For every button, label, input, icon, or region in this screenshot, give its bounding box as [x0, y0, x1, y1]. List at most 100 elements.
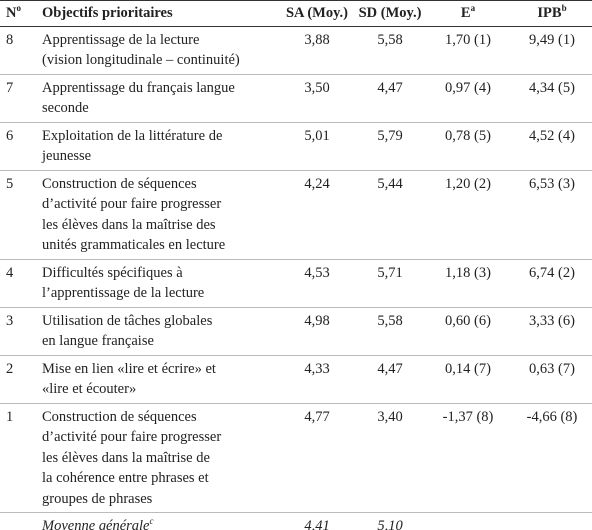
- objective-line: Construction de séquences: [42, 175, 197, 192]
- e-cell: 0,60 (6): [424, 307, 512, 356]
- objective-cell: Apprentissage de la lecture (vision longi…: [36, 26, 278, 75]
- objective-cell: Utilisation de tâches globales en langue …: [36, 307, 278, 356]
- e-cell: 0,78 (5): [424, 122, 512, 171]
- footnote-mark: b: [561, 3, 567, 14]
- sa-cell: 3,88: [278, 26, 356, 75]
- table-row: 3 Utilisation de tâches globales en langue…: [0, 307, 592, 356]
- footnote-mark: o: [16, 3, 21, 14]
- ipb-cell: 4,52 (4): [512, 122, 592, 171]
- sd-cell: 4,47: [356, 74, 424, 123]
- objective-cell: Mise en lien «lire et écrire» et «lire et…: [36, 355, 278, 404]
- table-row: 1 Construction de séquences d’activité pou…: [0, 403, 592, 513]
- table-row: 2 Mise en lien «lire et écrire» et «lire e…: [0, 355, 592, 404]
- number-cell: 4: [0, 259, 36, 308]
- objective-cell: Construction de séquences d’activité pour…: [36, 403, 278, 513]
- empty-cell: [424, 512, 512, 530]
- sa-cell: 4,53: [278, 259, 356, 308]
- number-cell: 3: [0, 307, 36, 356]
- footer-row: Moyenne généralec 4,41 5,10: [0, 512, 592, 530]
- objective-line: Difficultés spécifiques à: [42, 264, 183, 281]
- ipb-cell: 9,49 (1): [512, 26, 592, 75]
- objective-line: les élèves dans la maîtrise des: [42, 216, 216, 233]
- number-cell: 6: [0, 122, 36, 171]
- objective-line: en langue française: [42, 333, 154, 349]
- ipb-cell: 4,34 (5): [512, 74, 592, 123]
- e-cell: 1,70 (1): [424, 26, 512, 75]
- header-text: E: [460, 5, 471, 21]
- header-cell: Ea: [424, 0, 512, 27]
- objective-line: Construction de séquences: [42, 408, 197, 425]
- objective-line: d’activité pour faire progresser: [42, 196, 222, 212]
- sa-cell: 3,50: [278, 74, 356, 123]
- e-cell: -1,37 (8): [424, 403, 512, 513]
- objective-cell: Apprentissage du français langue seconde: [36, 74, 278, 123]
- header-text: IPB: [537, 5, 562, 21]
- objective-line: groupes de phrases: [42, 490, 153, 507]
- ipb-cell: 3,33 (6): [512, 307, 592, 356]
- sd-cell: 3,40: [356, 403, 424, 513]
- table-row: 6 Exploitation de la littérature de jeunes…: [0, 122, 592, 171]
- header-cell: SD (Moy.): [356, 0, 424, 27]
- objective-line: l’apprentissage de la lecture: [42, 285, 205, 301]
- e-cell: 1,18 (3): [424, 259, 512, 308]
- number-cell: 5: [0, 170, 36, 260]
- ipb-cell: 0,63 (7): [512, 355, 592, 404]
- sd-cell: 5,79: [356, 122, 424, 171]
- objective-line: «lire et écouter»: [42, 381, 137, 397]
- sa-cell: 4,24: [278, 170, 356, 260]
- objective-line: seconde: [42, 100, 89, 116]
- footer-text: Moyenne générale: [42, 518, 150, 530]
- number-cell: 1: [0, 403, 36, 513]
- header-cell: No: [0, 0, 36, 27]
- table-row: 4 Difficultés spécifiques à l’apprentissag…: [0, 259, 592, 308]
- objective-line: Apprentissage de la lecture: [42, 31, 200, 48]
- objective-line: Exploitation de la littérature de: [42, 127, 223, 144]
- header-cell: Objectifs prioritaires: [36, 0, 278, 27]
- sd-cell: 5,44: [356, 170, 424, 260]
- objective-line: jeunesse: [42, 148, 92, 164]
- empty-cell: [512, 512, 592, 530]
- sa-cell: 4,77: [278, 403, 356, 513]
- number-cell: 8: [0, 26, 36, 75]
- sd-cell: 5,71: [356, 259, 424, 308]
- table-row: 5 Construction de séquences d’activité pou…: [0, 170, 592, 260]
- objective-line: (vision longitudinale – continuité): [42, 52, 240, 68]
- header-row: No Objectifs prioritaires SA (Moy.) SD (…: [0, 0, 592, 27]
- sa-cell: 5,01: [278, 122, 356, 171]
- objective-cell: Difficultés spécifiques à l’apprentissage…: [36, 259, 278, 308]
- objective-line: d’activité pour faire progresser: [42, 429, 222, 445]
- objective-line: Mise en lien «lire et écrire» et: [42, 360, 216, 377]
- objective-cell: Construction de séquences d’activité pour…: [36, 170, 278, 260]
- objective-line: Apprentissage du français langue: [42, 79, 235, 96]
- ipb-cell: -4,66 (8): [512, 403, 592, 513]
- header-cell: SA (Moy.): [278, 0, 356, 27]
- table-row: 8 Apprentissage de la lecture (vision long…: [0, 26, 592, 75]
- e-cell: 1,20 (2): [424, 170, 512, 260]
- objective-line: Utilisation de tâches globales: [42, 312, 213, 329]
- header-text: N: [6, 5, 17, 21]
- ipb-cell: 6,74 (2): [512, 259, 592, 308]
- sa-cell: 4,98: [278, 307, 356, 356]
- sd-cell: 5,58: [356, 26, 424, 75]
- footnote-mark: c: [149, 516, 154, 527]
- sa-cell: 4,41: [278, 512, 356, 530]
- sa-cell: 4,33: [278, 355, 356, 404]
- objective-line: unités grammaticales en lecture: [42, 237, 226, 253]
- objective-cell: Exploitation de la littérature de jeuness…: [36, 122, 278, 171]
- sd-cell: 4,47: [356, 355, 424, 404]
- sd-cell: 5,58: [356, 307, 424, 356]
- table-row: 7 Apprentissage du français langue seconde…: [0, 74, 592, 123]
- footer-label: Moyenne généralec: [36, 512, 278, 530]
- number-cell: 2: [0, 355, 36, 404]
- footnote-mark: a: [470, 3, 476, 14]
- objective-line: les élèves dans la maîtrise de: [42, 449, 210, 466]
- number-cell: 7: [0, 74, 36, 123]
- empty-cell: [0, 512, 36, 530]
- header-cell: IPBb: [512, 0, 592, 27]
- objective-line: la cohérence entre phrases et: [42, 470, 209, 486]
- sd-cell: 5,10: [356, 512, 424, 530]
- ipb-cell: 6,53 (3): [512, 170, 592, 260]
- e-cell: 0,97 (4): [424, 74, 512, 123]
